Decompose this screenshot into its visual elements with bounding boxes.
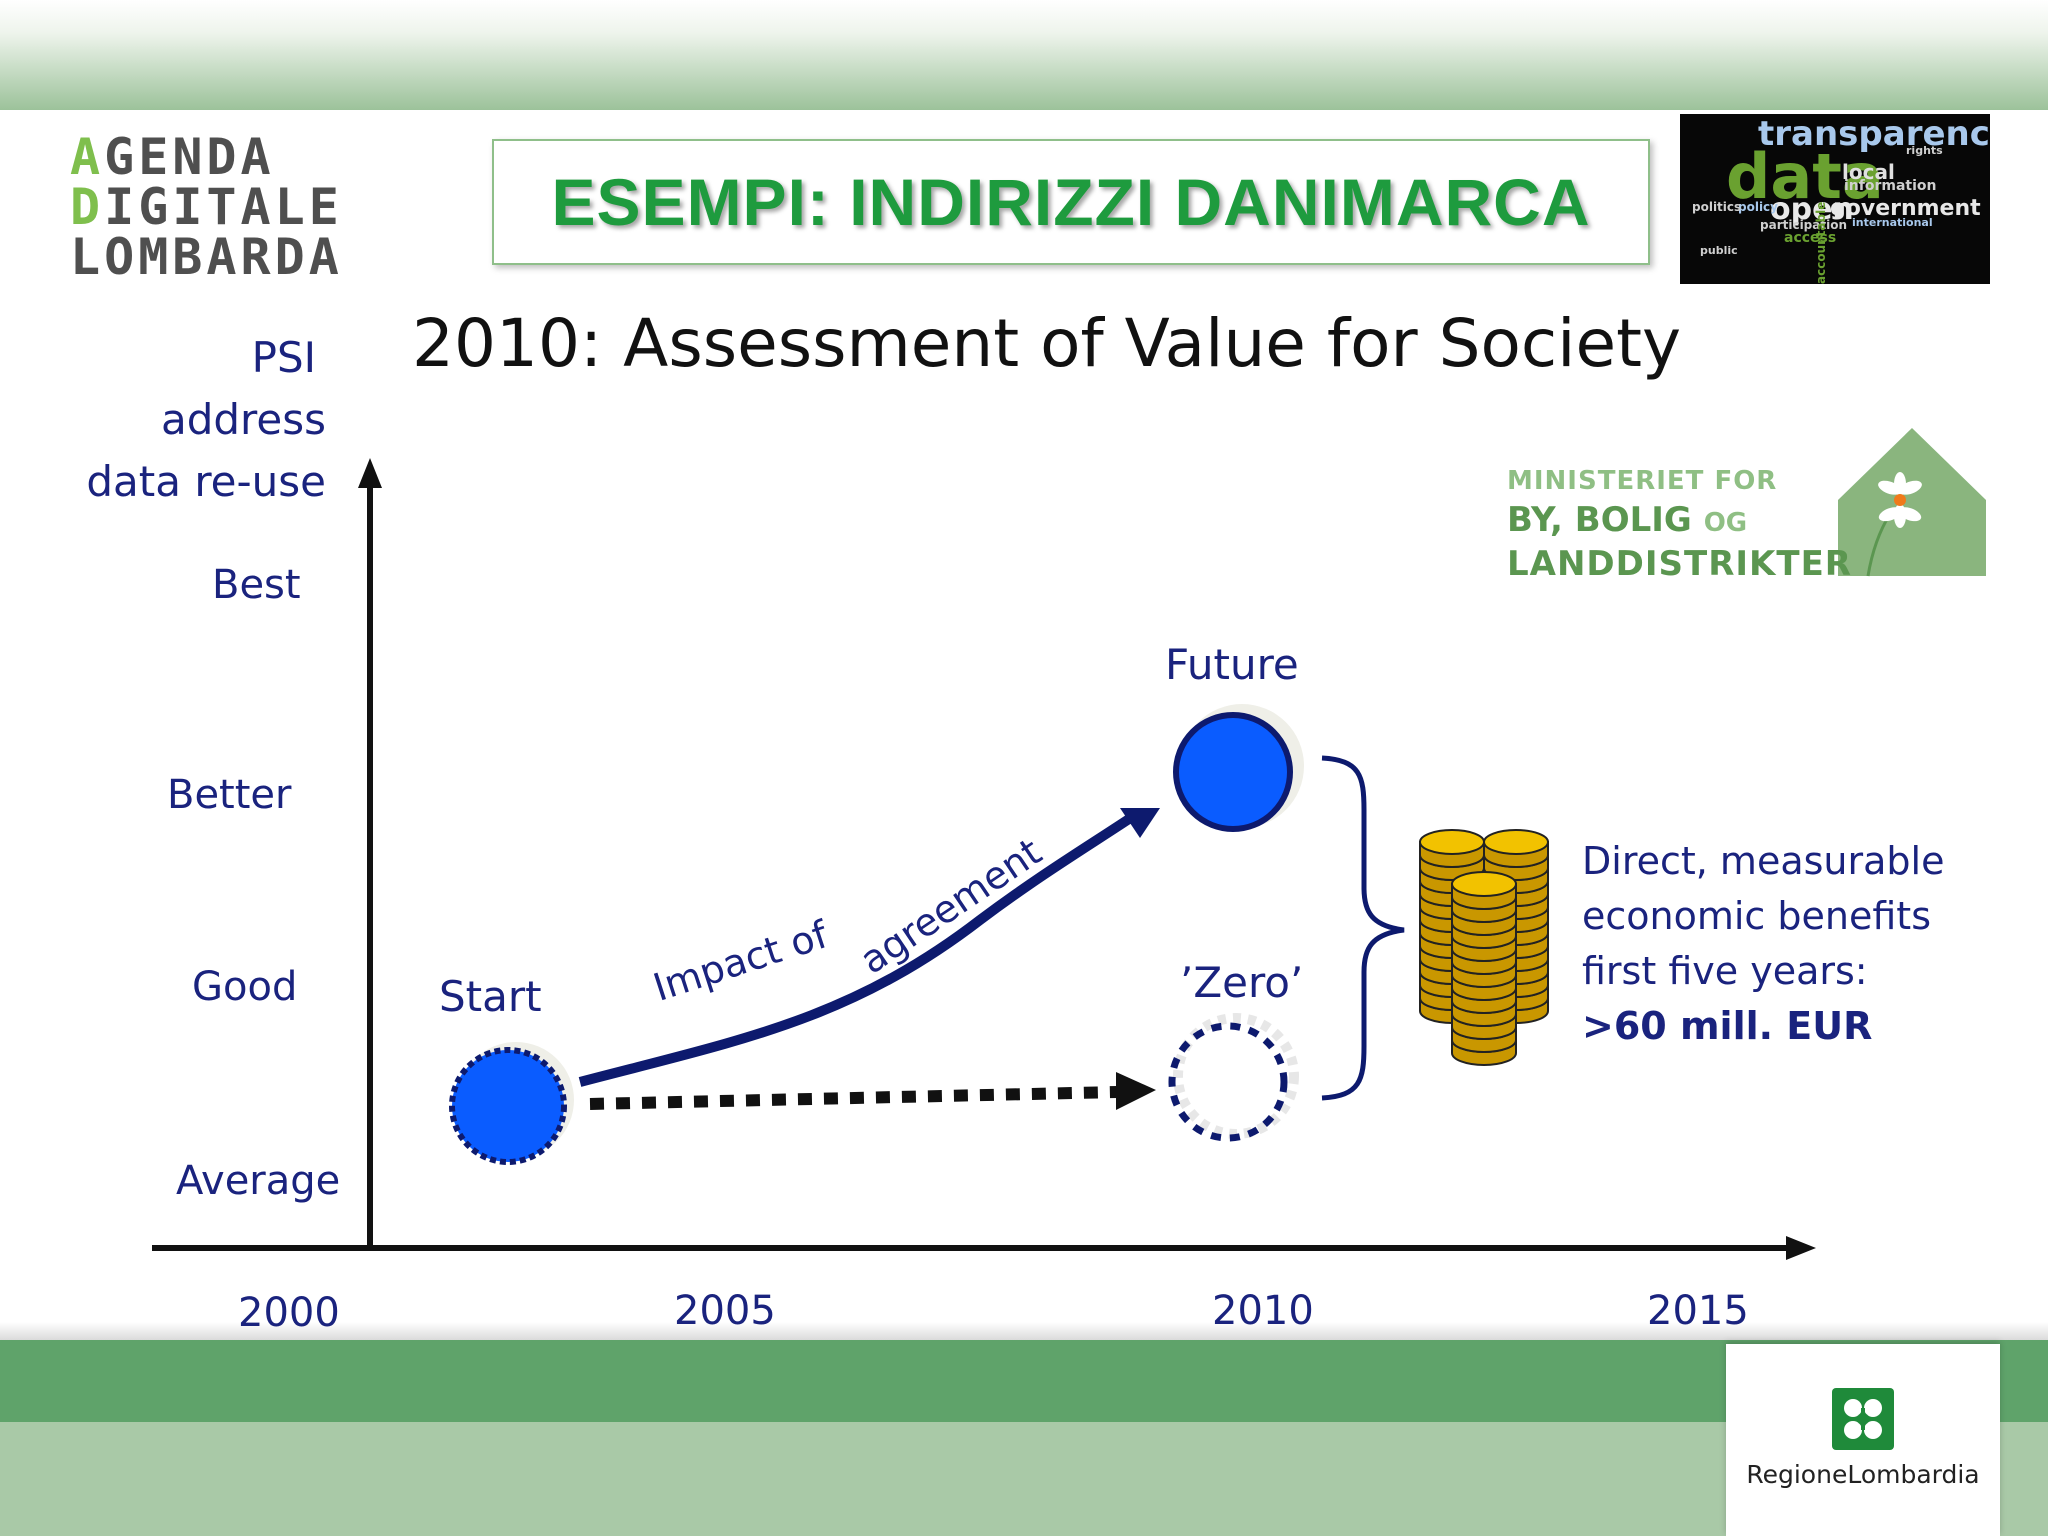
footer-band-light — [0, 1422, 2048, 1536]
y-axis-title-line: address — [160, 395, 326, 444]
regione-lombardia-label: RegioneLombardia — [1746, 1460, 1980, 1489]
y-level-average: Average — [176, 1158, 341, 1204]
tag-word: rights — [1906, 144, 1943, 157]
benefit-line: economic benefits — [1582, 894, 1931, 938]
y-axis-title-line: data re-use — [86, 457, 326, 506]
brace — [1321, 755, 1405, 1101]
tag-word: government — [1830, 196, 1981, 221]
logo-line-3: LOMBARDA — [70, 232, 470, 282]
ministry-line-2-main: BY, BOLIG — [1507, 500, 1692, 540]
impact-arrowhead — [1120, 808, 1160, 838]
tag-word: international — [1852, 216, 1933, 229]
benefit-line: first five years: — [1582, 949, 1868, 993]
tag-word: access — [1784, 230, 1837, 246]
zero-node — [1168, 1022, 1288, 1142]
logo-line-1-rest: GENDA — [104, 128, 275, 186]
header-band — [0, 0, 2048, 110]
ministry-logo: MINISTERIET FOR BY, BOLIG OG LANDDISTRIK… — [1505, 428, 1985, 588]
ministry-line-2-og: OG — [1703, 508, 1748, 538]
footer-shadow — [0, 1322, 2048, 1340]
ministry-line-2: BY, BOLIG OG — [1507, 500, 1747, 540]
tag-word: participation — [1760, 218, 1848, 232]
x-year-2000: 2000 — [238, 1290, 340, 1336]
y-level-good: Good — [192, 964, 298, 1010]
y-axis-title-line: PSI — [251, 333, 316, 382]
regione-logo-icon — [1832, 1388, 1894, 1450]
impact-arrow — [578, 810, 1138, 1087]
baseline-arrowhead — [1116, 1072, 1156, 1110]
y-axis-arrowhead — [358, 458, 382, 488]
start-node — [449, 1047, 567, 1165]
node-label-start: Start — [439, 972, 542, 1021]
coin-stacks — [1419, 829, 1549, 1066]
y-level-better: Better — [167, 772, 292, 818]
benefit-text: Direct, measurable economic benefits fir… — [1572, 830, 1982, 1058]
node-label-zero: ’Zero’ — [1180, 958, 1304, 1007]
logo-line-2-rest: IGITALE — [104, 178, 343, 236]
footer-band-dark — [0, 1340, 2048, 1422]
logo-line-1-initial: A — [70, 128, 105, 186]
logo-line-2: DIGITALE — [70, 182, 470, 232]
logo-line-1: AGENDA — [70, 132, 470, 182]
x-year-2010: 2010 — [1212, 1288, 1314, 1334]
coin — [1483, 829, 1549, 855]
ministry-house-icon — [1838, 428, 1986, 577]
slide-subtitle: 2010: Assessment of Value for Society — [412, 305, 1682, 382]
tag-word: policy — [1738, 200, 1778, 214]
baseline-arrow — [589, 1086, 1119, 1110]
coin — [1451, 871, 1517, 897]
tag-word: open — [1770, 192, 1854, 227]
tag-word: local — [1842, 160, 1895, 184]
ministry-line-1: MINISTERIET FOR — [1507, 466, 1778, 496]
tag-cloud-image: transparency data local open government … — [1680, 114, 1990, 284]
ministry-line-3: LANDDISTRIKTER — [1507, 544, 1852, 584]
title-box: ESEMPI: INDIRIZZI DANIMARCA — [492, 139, 1650, 265]
logo-line-3-text: LOMBARDA — [70, 228, 343, 286]
benefit-amount: >60 mill. EUR — [1582, 1004, 1873, 1048]
y-axis-title: PSI address data re-use — [60, 327, 326, 513]
tag-word: public — [1700, 244, 1738, 257]
agenda-digitale-logo: AGENDA DIGITALE LOMBARDA — [70, 132, 470, 287]
x-year-2005: 2005 — [674, 1288, 776, 1334]
benefit-line: Direct, measurable — [1582, 839, 1945, 883]
slide-title: ESEMPI: INDIRIZZI DANIMARCA — [551, 165, 1591, 239]
node-label-future: Future — [1165, 640, 1299, 689]
tag-word: data — [1726, 140, 1884, 213]
coin — [1419, 829, 1485, 855]
logo-line-2-initial: D — [70, 178, 105, 236]
x-year-2015: 2015 — [1647, 1288, 1749, 1334]
tag-word: politics — [1692, 200, 1742, 214]
tag-word: transparency — [1758, 114, 1990, 154]
future-node — [1173, 712, 1293, 832]
y-level-best: Best — [212, 562, 301, 608]
x-axis-arrowhead — [1786, 1236, 1816, 1260]
regione-lombardia-logo: RegioneLombardia — [1726, 1344, 2000, 1536]
tag-word: information — [1844, 178, 1937, 194]
